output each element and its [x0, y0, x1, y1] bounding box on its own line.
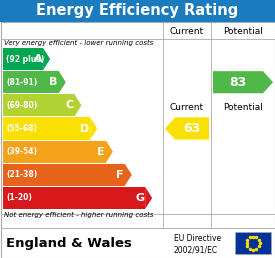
- Text: Current: Current: [170, 103, 204, 112]
- Polygon shape: [106, 141, 113, 163]
- Text: (1-20): (1-20): [6, 194, 32, 203]
- Bar: [3, 187, 145, 209]
- Text: (81-91): (81-91): [6, 78, 37, 87]
- Text: (55-68): (55-68): [6, 124, 37, 133]
- Text: B: B: [50, 77, 58, 87]
- Bar: [3, 141, 106, 163]
- Text: D: D: [80, 124, 89, 133]
- Polygon shape: [165, 117, 209, 140]
- Text: E: E: [97, 147, 105, 157]
- Text: 63: 63: [183, 122, 200, 135]
- Bar: [0, 0, 275, 22]
- Text: (21-38): (21-38): [6, 170, 37, 179]
- Text: Potential: Potential: [223, 103, 263, 112]
- Text: Not energy efficient - higher running costs: Not energy efficient - higher running co…: [4, 212, 153, 218]
- Text: 83: 83: [229, 76, 247, 89]
- Text: (69-80): (69-80): [6, 101, 37, 110]
- Text: Very energy efficient - lower running costs: Very energy efficient - lower running co…: [4, 40, 153, 46]
- Polygon shape: [90, 117, 97, 140]
- Polygon shape: [75, 94, 81, 116]
- Text: Energy Efficiency Rating: Energy Efficiency Rating: [36, 4, 239, 19]
- Text: (39-54): (39-54): [6, 147, 37, 156]
- Bar: [3, 71, 59, 93]
- Text: (92 plus): (92 plus): [6, 55, 44, 63]
- Text: Potential: Potential: [223, 27, 263, 36]
- Text: G: G: [135, 193, 144, 203]
- Text: England & Wales: England & Wales: [6, 237, 132, 249]
- Polygon shape: [43, 48, 50, 70]
- Polygon shape: [213, 71, 273, 93]
- Polygon shape: [59, 71, 66, 93]
- Text: Current: Current: [170, 27, 204, 36]
- Bar: [3, 164, 125, 186]
- Text: EU Directive: EU Directive: [174, 234, 221, 243]
- Text: F: F: [116, 170, 124, 180]
- Bar: [235, 232, 271, 254]
- Polygon shape: [145, 187, 152, 209]
- Bar: [3, 48, 43, 70]
- Bar: [3, 117, 90, 140]
- Text: 2002/91/EC: 2002/91/EC: [174, 245, 218, 254]
- Bar: [3, 94, 75, 116]
- Text: C: C: [65, 100, 73, 110]
- Polygon shape: [125, 164, 132, 186]
- Text: A: A: [34, 54, 42, 64]
